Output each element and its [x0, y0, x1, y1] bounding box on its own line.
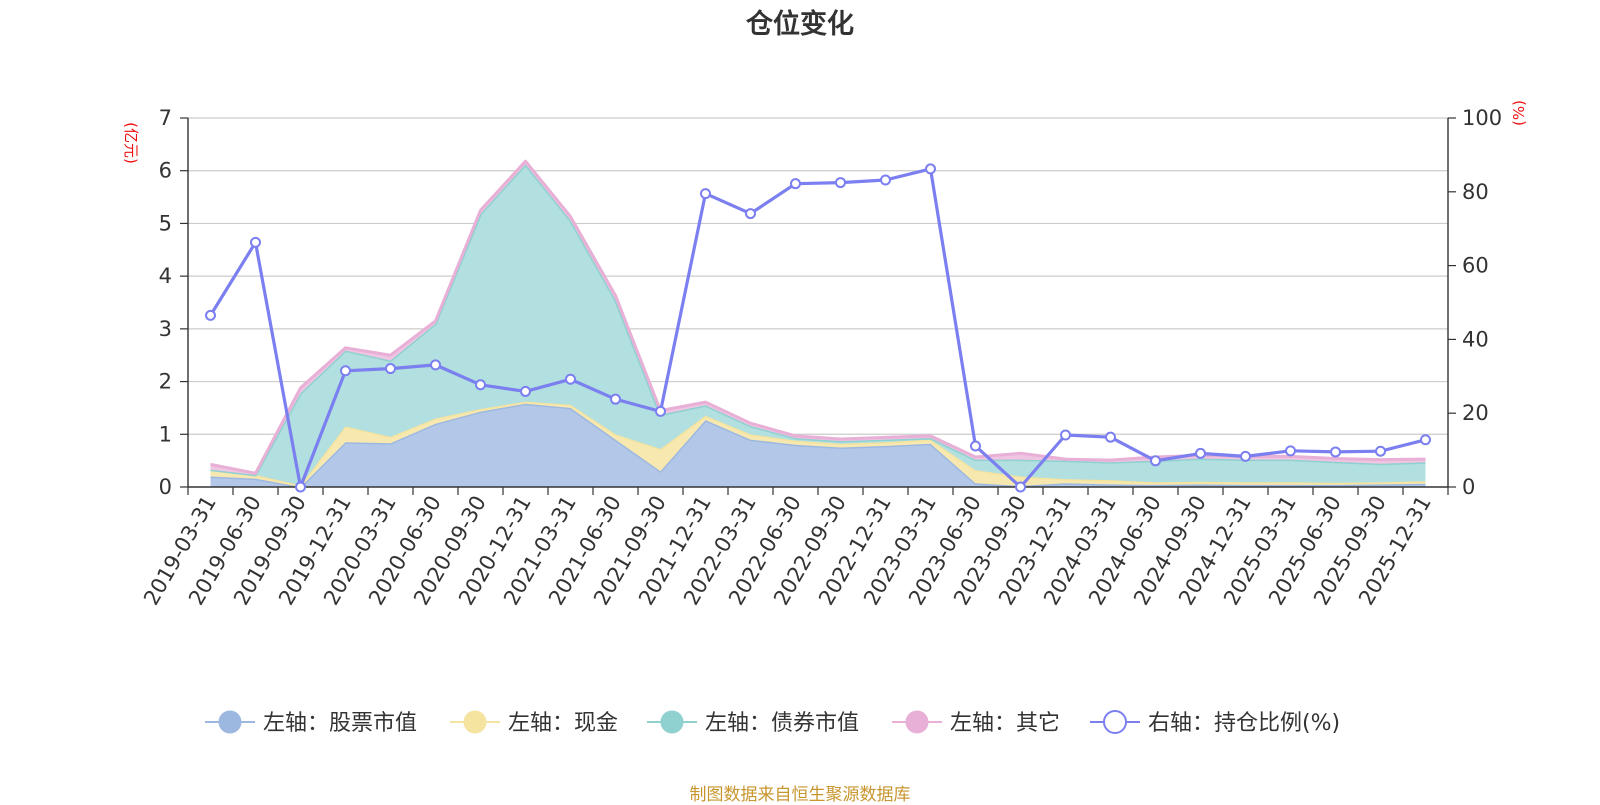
ratio-point	[1015, 481, 1026, 493]
left-axis-tick-label: 1	[159, 422, 172, 446]
left-axis-tick-label: 7	[159, 106, 172, 130]
ratio-point	[745, 208, 756, 220]
ratio-line-path	[209, 167, 1426, 489]
right-axis-tick-label: 20	[1462, 401, 1489, 425]
ratio-point	[1060, 429, 1071, 441]
legend: 左轴：股票市值 左轴：现金 左轴：债券市值 左轴：其它 右轴：持仓比例(%)	[205, 710, 1340, 736]
ratio-line	[205, 163, 1431, 493]
legend-label: 右轴：持仓比例(%)	[1148, 711, 1340, 736]
right-axis-unit: (%)	[1510, 100, 1528, 126]
chart-title: 仓位变化	[746, 9, 854, 40]
area-左轴：债券市值	[210, 164, 1426, 486]
legend-marker	[463, 710, 487, 734]
left-axis-tick-label: 4	[159, 264, 172, 288]
ratio-point	[970, 440, 981, 452]
ratio-point	[790, 178, 801, 190]
ratio-point	[1150, 455, 1161, 467]
ratio-point	[610, 393, 621, 405]
ratio-point	[475, 379, 486, 391]
ratio-point	[1285, 445, 1296, 457]
ratio-point	[565, 373, 576, 385]
ratio-point	[1240, 450, 1251, 462]
legend-marker	[1103, 710, 1127, 734]
right-axis-tick-label: 80	[1462, 180, 1489, 204]
legend-label: 左轴：现金	[508, 711, 618, 736]
ratio-point	[340, 365, 351, 377]
right-axis-tick-label: 60	[1462, 254, 1489, 278]
area-左轴：股票市值	[210, 403, 1426, 487]
area-左轴：现金	[210, 401, 1426, 487]
ratio-point	[1105, 431, 1116, 443]
ratio-point	[430, 359, 441, 371]
legend-label: 左轴：股票市值	[263, 711, 417, 736]
left-axis-tick-label: 5	[159, 211, 172, 235]
left-axis-tick-label: 6	[159, 159, 172, 183]
left-axis-tick-label: 0	[159, 475, 172, 499]
ratio-point	[295, 481, 306, 493]
ratio-point	[880, 174, 891, 186]
ratio-point	[1330, 446, 1341, 458]
ratio-point	[1420, 434, 1431, 446]
stacked-areas	[210, 159, 1426, 489]
legend-marker	[218, 710, 242, 734]
legend-marker	[905, 710, 929, 734]
ratio-point	[925, 163, 936, 175]
ratio-point	[250, 236, 261, 248]
left-axis-unit: (亿元)	[122, 122, 140, 164]
left-axis-tick-label: 2	[159, 370, 172, 394]
axes: 012345670204060801002019-03-312019-06-30…	[122, 100, 1528, 609]
right-axis-tick-label: 100	[1462, 106, 1502, 130]
ratio-point	[700, 188, 711, 200]
right-axis-tick-label: 0	[1462, 475, 1475, 499]
ratio-point	[205, 309, 216, 321]
source-note: 制图数据来自恒生聚源数据库	[689, 785, 911, 805]
legend-label: 左轴：其它	[950, 711, 1060, 736]
ratio-point	[1375, 445, 1386, 457]
right-axis-tick-label: 40	[1462, 327, 1489, 351]
legend-label: 左轴：债券市值	[705, 711, 859, 736]
ratio-point	[385, 363, 396, 375]
legend-marker	[660, 710, 684, 734]
ratio-point	[1195, 447, 1206, 459]
ratio-point	[655, 405, 666, 417]
ratio-point	[520, 385, 531, 397]
left-axis-tick-label: 3	[159, 317, 172, 341]
ratio-point	[835, 177, 846, 189]
